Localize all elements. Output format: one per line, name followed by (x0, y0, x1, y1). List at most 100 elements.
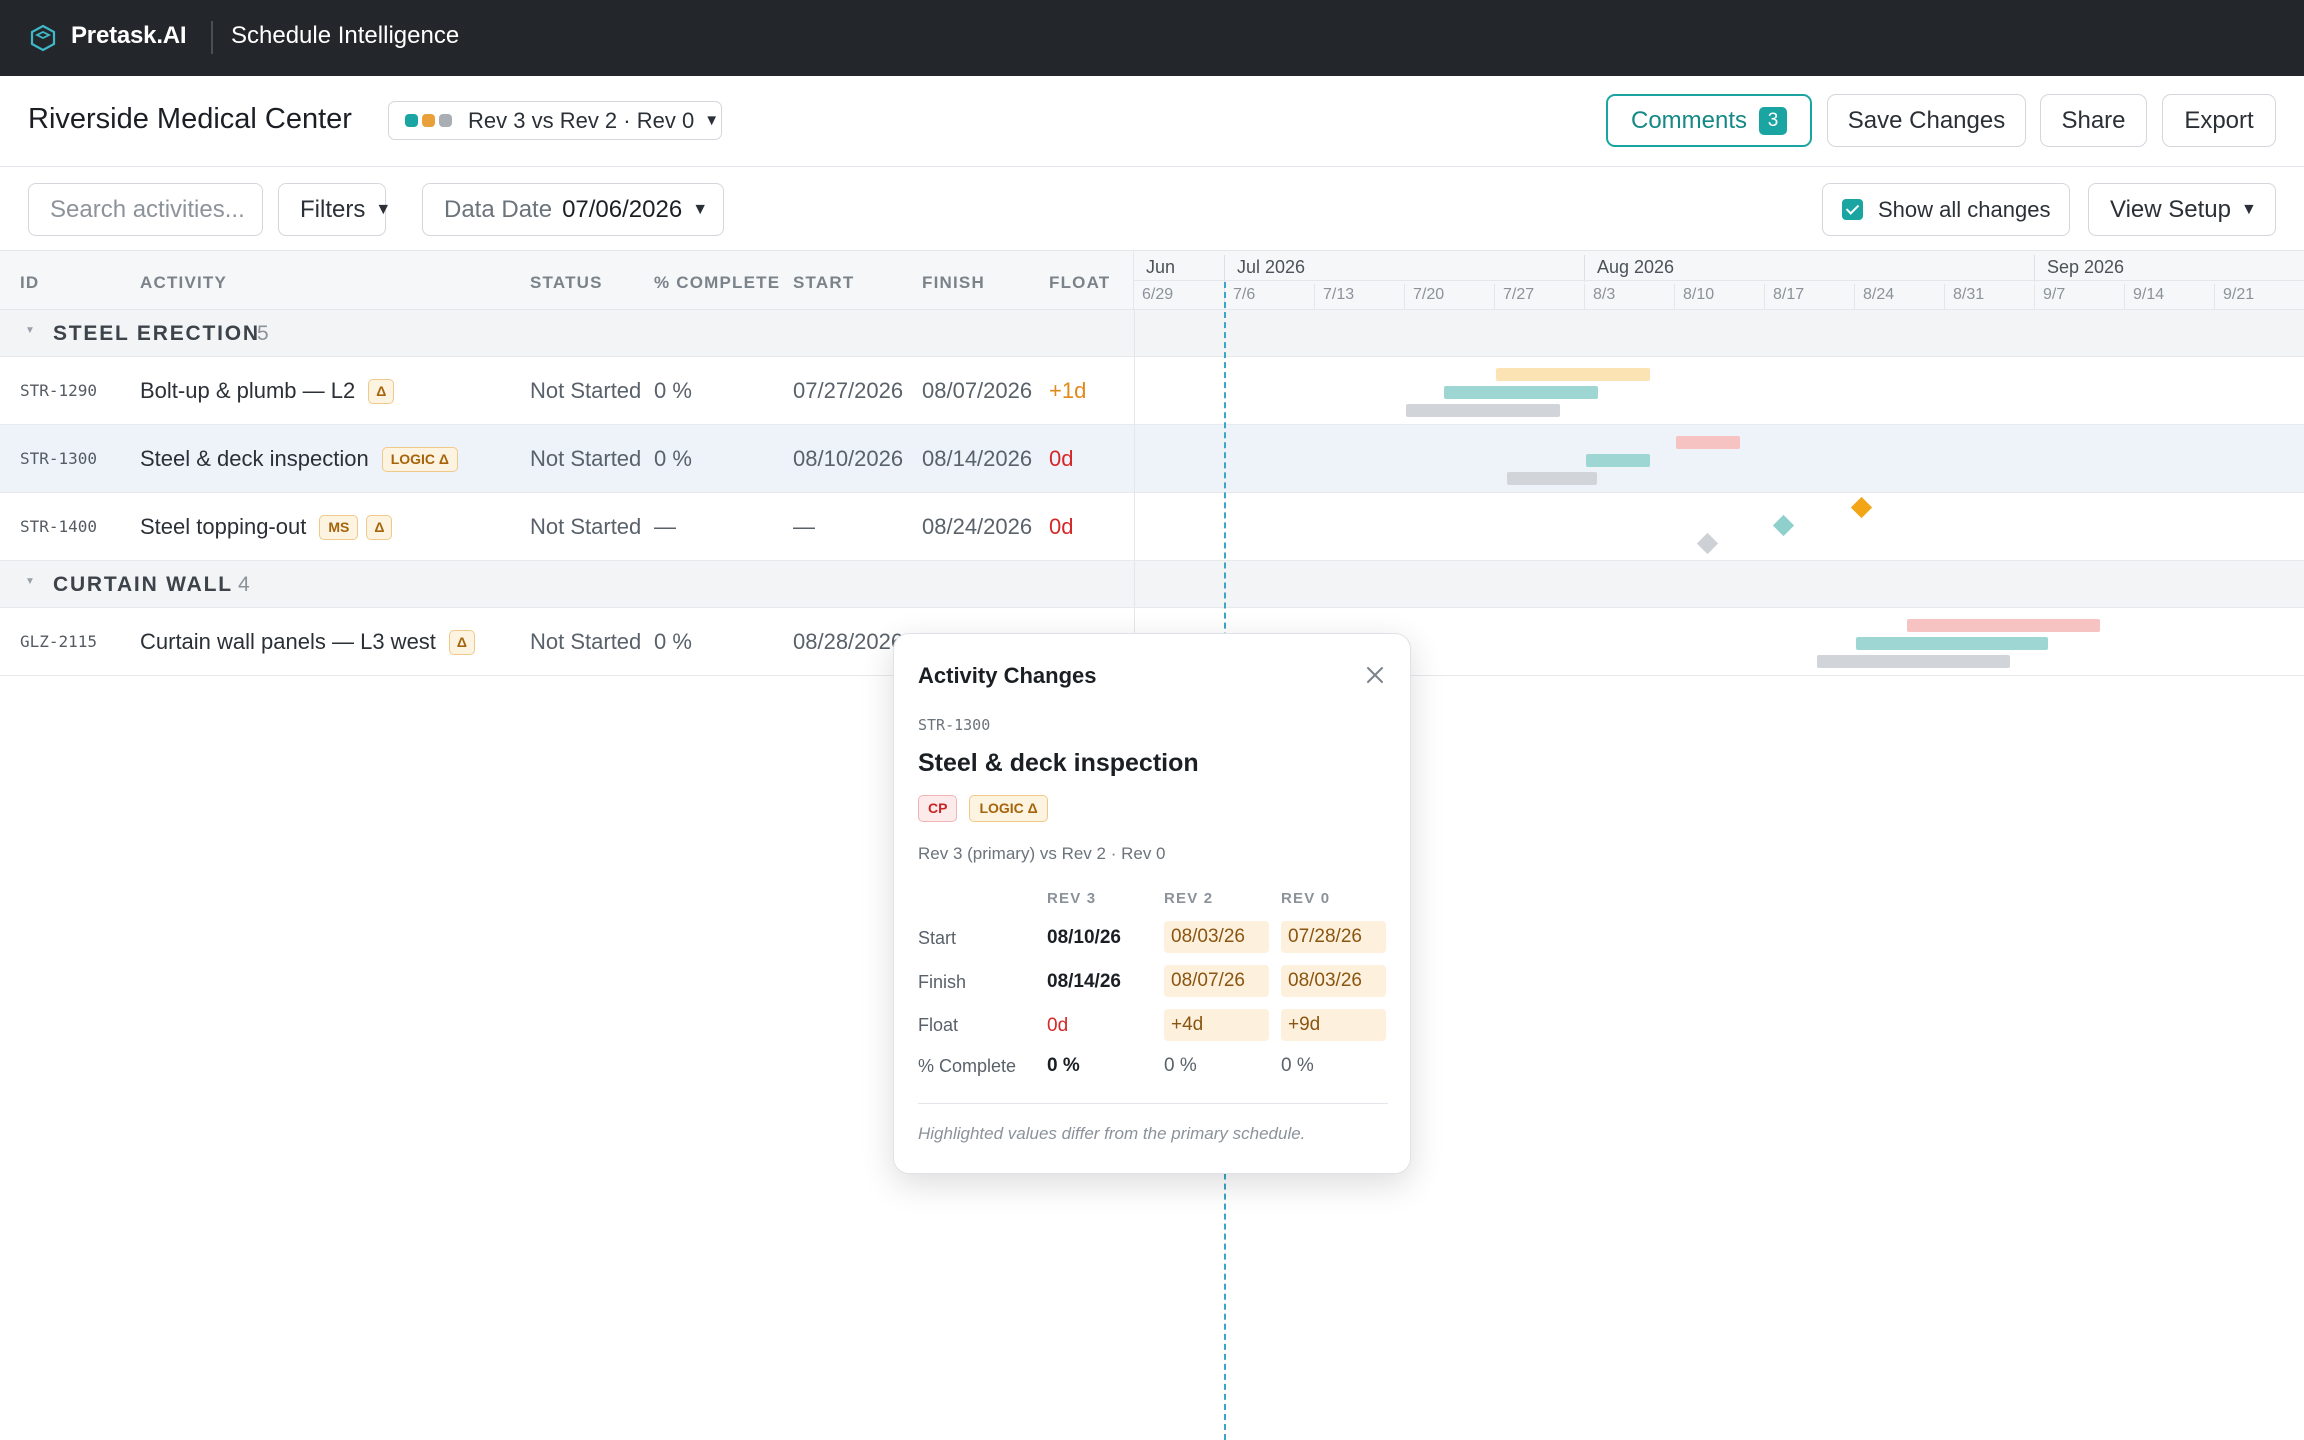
activity-float: +1d (1049, 378, 1087, 403)
collapse-triangle-icon[interactable]: ▼ (25, 576, 35, 587)
data-date-value: 07/06/2026 (562, 195, 683, 223)
gantt-bar-rev0[interactable] (1406, 404, 1560, 417)
milestone-diamond-rev2[interactable] (1850, 496, 1873, 519)
column-header-float[interactable]: FLOAT (1049, 273, 1111, 292)
popover-activity-id: STR-1300 (918, 716, 991, 734)
comments-button[interactable]: Comments 3 (1606, 94, 1812, 147)
column-header-activity[interactable]: ACTIVITY (140, 273, 228, 292)
activity-percent-complete: 0 % (654, 629, 692, 654)
timeline-week: 8/10 (1674, 284, 1764, 310)
activity-changes-popover: Activity Changes STR-1300 Steel & deck i… (893, 633, 1411, 1174)
chevron-down-icon: ▼ (375, 200, 392, 218)
group-row-curtain-wall[interactable]: ▼ CURTAIN WALL 4 (0, 561, 2304, 608)
change-delta-badge: Δ (448, 629, 475, 655)
filters-dropdown[interactable]: Filters ▼ (278, 183, 391, 236)
popover-value-rev3: 08/10/26 (1047, 927, 1121, 948)
popover-diff-rev0: 08/03/26 (1281, 965, 1386, 997)
activity-id: STR-1400 (20, 517, 98, 536)
save-changes-button[interactable]: Save Changes (1827, 94, 2026, 147)
activity-start: — (793, 514, 815, 539)
app-bar: Pretask.AI Schedule Intelligence (0, 0, 2304, 76)
group-count: 5 (257, 322, 269, 345)
gantt-bar-rev0[interactable] (1817, 655, 2010, 668)
grid-divider (1134, 561, 1135, 607)
filter-bar: Filters ▼ Data Date 07/06/2026 ▼ Show al… (0, 167, 2304, 251)
revision-selector-label: Rev 3 vs Rev 2 · Rev 0 (468, 107, 695, 133)
popover-divider (918, 1103, 1388, 1104)
checkbox-checked-icon[interactable] (1842, 199, 1863, 220)
activity-name: Curtain wall panels — L3 west (140, 629, 436, 654)
table-row[interactable]: STR-1290 Bolt-up & plumb — L2 Δ Not Star… (0, 357, 2304, 425)
gantt-bar-critical[interactable] (1907, 619, 2100, 632)
chevron-down-icon: ▼ (704, 112, 720, 129)
milestone-diamond-rev3[interactable] (1772, 514, 1795, 537)
activity-name-cell: Curtain wall panels — L3 west Δ (140, 629, 475, 655)
gantt-bar-rev2[interactable] (1496, 368, 1650, 381)
activity-id: STR-1300 (20, 449, 98, 468)
activity-name-cell: Steel & deck inspection LOGIC Δ (140, 446, 458, 472)
column-header-complete[interactable]: % COMPLETE (654, 273, 781, 292)
collapse-triangle-icon[interactable]: ▼ (25, 325, 35, 336)
revision-selector[interactable]: Rev 3 vs Rev 2 · Rev 0 ▼ (388, 101, 722, 140)
popover-value-rev3: 0 % (1047, 1055, 1080, 1076)
gantt-bar-critical[interactable] (1676, 436, 1740, 449)
gantt-bar-rev3[interactable] (1586, 454, 1650, 467)
activity-status: Not Started (530, 629, 642, 654)
timeline-header: Jun Jul 2026 Aug 2026 Sep 2026 6/29 7/6 … (1134, 251, 2304, 310)
milestone-diamond-rev0[interactable] (1696, 532, 1719, 555)
show-all-changes-toggle[interactable]: Show all changes (1822, 183, 2070, 236)
timeline-week: 7/6 (1224, 284, 1314, 310)
popover-value-rev3: 0d (1047, 1015, 1069, 1036)
timeline-week: 8/24 (1854, 284, 1944, 310)
activity-name-cell: Bolt-up & plumb — L2 Δ (140, 378, 395, 404)
gantt-bar-rev0[interactable] (1507, 472, 1597, 485)
view-setup-dropdown[interactable]: View Setup ▼ (2088, 183, 2276, 236)
data-date-dropdown[interactable]: Data Date 07/06/2026 ▼ (422, 183, 724, 236)
timeline-week: 9/14 (2124, 284, 2214, 310)
rev2-dot-icon (422, 114, 435, 127)
popover-column-header: REV 0 (1281, 890, 1331, 907)
popover-column-header: REV 2 (1164, 890, 1214, 907)
popover-value-rev0: 0 % (1281, 1055, 1314, 1076)
activity-finish: 08/24/2026 (922, 514, 1033, 539)
project-header: Riverside Medical Center Rev 3 vs Rev 2 … (0, 76, 2304, 167)
show-all-changes-label: Show all changes (1878, 196, 2051, 222)
activity-id: GLZ-2115 (20, 632, 98, 651)
popover-diff-rev0: 07/28/26 (1281, 921, 1386, 953)
data-date-label: Data Date (444, 195, 553, 223)
export-button[interactable]: Export (2162, 94, 2276, 147)
popover-comparison: Rev 3 (primary) vs Rev 2 · Rev 0 (918, 844, 1166, 863)
change-delta-badge: Δ (366, 514, 393, 540)
column-header-finish[interactable]: FINISH (922, 273, 985, 292)
column-header-status[interactable]: STATUS (530, 273, 603, 292)
activity-status: Not Started (530, 514, 642, 539)
table-row[interactable]: STR-1400 Steel topping-out MS Δ Not Star… (0, 493, 2304, 561)
gantt-bar-rev3[interactable] (1856, 637, 2048, 650)
group-name: STEEL ERECTION (53, 322, 260, 345)
timeline-month: Aug 2026 (1584, 255, 2034, 282)
column-header-start[interactable]: START (793, 273, 855, 292)
brand-name[interactable]: Pretask.AI (71, 22, 187, 49)
table-row-selected[interactable]: STR-1300 Steel & deck inspection LOGIC Δ… (0, 425, 2304, 493)
gantt-bar-rev3[interactable] (1444, 386, 1598, 399)
grid-divider (1134, 493, 1135, 560)
activity-name: Steel topping-out (140, 514, 307, 539)
milestone-badge: MS (319, 514, 359, 540)
close-icon[interactable] (1364, 664, 1386, 686)
popover-row-label: Start (918, 928, 957, 948)
timeline-week: 7/27 (1494, 284, 1584, 310)
share-button[interactable]: Share (2040, 94, 2147, 147)
column-header-id[interactable]: ID (20, 273, 40, 292)
timeline-week: 7/13 (1314, 284, 1404, 310)
grid-header: ID ACTIVITY STATUS % COMPLETE START FINI… (0, 251, 1134, 310)
group-row-steel-erection[interactable]: ▼ STEEL ERECTION 5 (0, 310, 2304, 357)
project-title: Riverside Medical Center (28, 103, 352, 135)
chevron-down-icon: ▼ (692, 200, 709, 218)
view-setup-label: View Setup (2110, 195, 2231, 223)
comments-count-badge: 3 (1759, 106, 1788, 135)
logo-icon (30, 24, 56, 52)
popover-note: Highlighted values differ from the prima… (918, 1124, 1306, 1143)
search-input[interactable] (28, 183, 263, 236)
popover-activity-name: Steel & deck inspection (918, 749, 1199, 777)
activity-percent-complete: 0 % (654, 378, 692, 403)
